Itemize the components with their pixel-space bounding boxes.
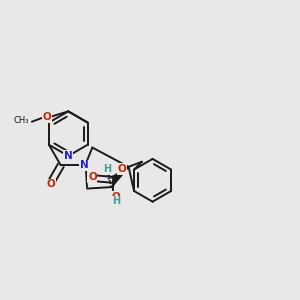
Polygon shape xyxy=(111,167,129,183)
Text: H: H xyxy=(112,196,120,206)
Text: O: O xyxy=(46,179,55,189)
Text: H: H xyxy=(103,164,111,174)
Text: N: N xyxy=(80,160,88,170)
Text: O: O xyxy=(112,192,121,202)
Text: O: O xyxy=(117,164,126,174)
Text: CH₃: CH₃ xyxy=(13,116,28,125)
Text: O: O xyxy=(88,172,97,182)
Text: N: N xyxy=(64,151,73,161)
Text: O: O xyxy=(42,112,51,122)
